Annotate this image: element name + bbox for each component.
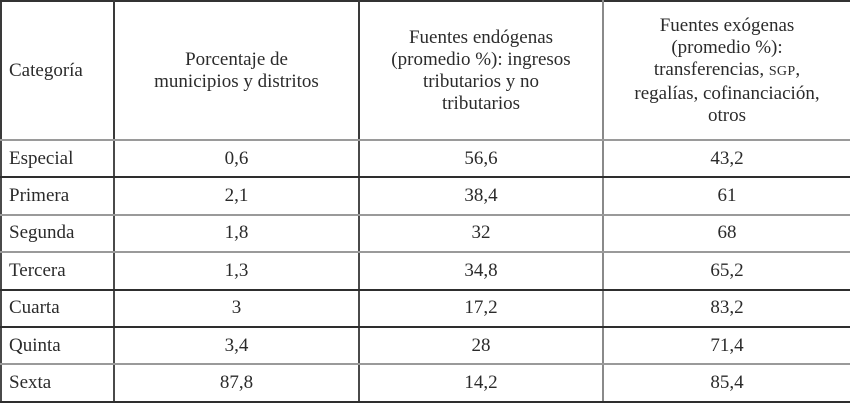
- table-header: Categoría Porcentaje de municipios y dis…: [0, 0, 850, 141]
- header-line: tributarios: [441, 92, 521, 114]
- table-body: Especial 0,6 56,6 43,2 Primera 2,1 38,4 …: [0, 140, 850, 403]
- cell-porcentaje: 2,1: [113, 177, 360, 216]
- table-row: Segunda 1,8 32 68: [0, 214, 850, 254]
- table-row: Cuarta 3 17,2 83,2: [0, 289, 850, 328]
- cell-endogenas: 17,2: [358, 289, 604, 328]
- cell-porcentaje: 1,8: [113, 214, 360, 254]
- cell-exogenas: 71,4: [602, 326, 850, 366]
- table-row: Especial 0,6 56,6 43,2: [0, 140, 850, 179]
- cell-porcentaje: 1,3: [113, 252, 360, 291]
- cell-endogenas: 56,6: [358, 140, 604, 179]
- cell-categoria: Especial: [0, 140, 115, 179]
- header-sgp-abbrev: SGP: [768, 63, 796, 79]
- cell-categoria: Segunda: [0, 214, 115, 254]
- header-comma: ,: [795, 58, 801, 80]
- header-row: Categoría Porcentaje de municipios y dis…: [0, 0, 850, 141]
- header-porcentaje: Porcentaje de municipios y distritos: [113, 0, 360, 141]
- header-line: regalías, cofinanciación,: [634, 82, 820, 104]
- table-row: Primera 2,1 38,4 61: [0, 177, 850, 216]
- cell-endogenas: 28: [358, 326, 604, 366]
- cell-exogenas: 68: [602, 214, 850, 254]
- cell-endogenas: 38,4: [358, 177, 604, 216]
- cell-endogenas: 32: [358, 214, 604, 254]
- header-line: (promedio %): ingresos: [391, 48, 571, 70]
- cell-endogenas: 34,8: [358, 252, 604, 291]
- header-line: Porcentaje de: [185, 48, 288, 70]
- header-line: Fuentes exógenas: [659, 14, 795, 36]
- header-line: (promedio %):: [671, 36, 783, 58]
- cell-exogenas: 65,2: [602, 252, 850, 291]
- cell-porcentaje: 87,8: [113, 364, 360, 403]
- cell-categoria: Tercera: [0, 252, 115, 291]
- header-fuentes-endogenas: Fuentes endógenas (promedio %): ingresos…: [358, 0, 604, 141]
- table-row: Quinta 3,4 28 71,4: [0, 326, 850, 366]
- cell-categoria: Quinta: [0, 326, 115, 366]
- header-categoria: Categoría: [0, 0, 115, 141]
- cell-porcentaje: 3: [113, 289, 360, 328]
- table-row: Tercera 1,3 34,8 65,2: [0, 252, 850, 291]
- header-fuentes-exogenas: Fuentes exógenas (promedio %): transfere…: [602, 0, 850, 141]
- cell-endogenas: 14,2: [358, 364, 604, 403]
- header-line: otros: [708, 104, 746, 126]
- cell-exogenas: 83,2: [602, 289, 850, 328]
- cell-exogenas: 85,4: [602, 364, 850, 403]
- header-line: transferencias,: [653, 58, 765, 80]
- cell-categoria: Sexta: [0, 364, 115, 403]
- cell-categoria: Cuarta: [0, 289, 115, 328]
- header-categoria-text: Categoría: [9, 59, 83, 81]
- cell-exogenas: 61: [602, 177, 850, 216]
- header-line: Fuentes endógenas: [408, 26, 554, 48]
- header-line: municipios y distritos: [154, 70, 319, 92]
- cell-exogenas: 43,2: [602, 140, 850, 179]
- cell-porcentaje: 3,4: [113, 326, 360, 366]
- table-row: Sexta 87,8 14,2 85,4: [0, 364, 850, 403]
- cell-porcentaje: 0,6: [113, 140, 360, 179]
- header-line: tributarios y no: [422, 70, 540, 92]
- cell-categoria: Primera: [0, 177, 115, 216]
